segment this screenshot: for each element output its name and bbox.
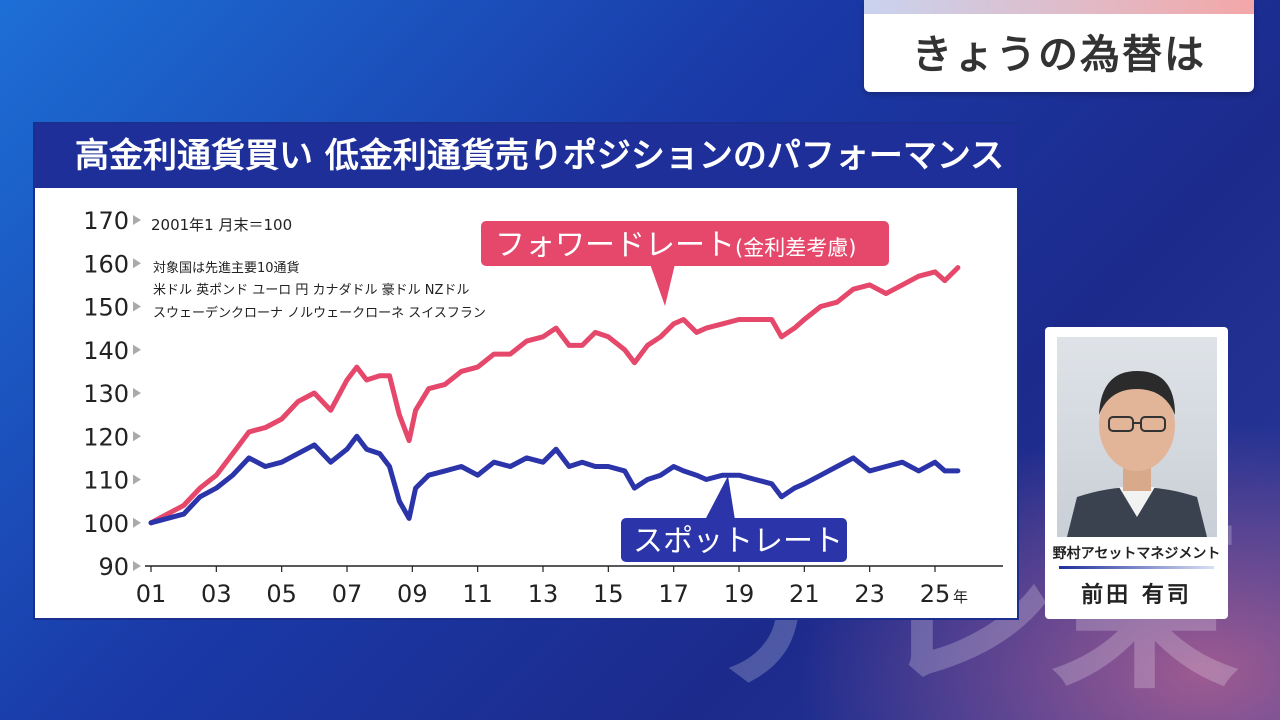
corner-title: きょうの為替は — [912, 32, 1206, 78]
x-tick-label: 01 — [136, 580, 167, 608]
y-tick-label: 160 — [83, 250, 129, 278]
spot-label: スポットレート — [621, 476, 847, 562]
x-tick-label: 15 — [593, 580, 624, 608]
y-tick-arrow-icon — [133, 301, 141, 312]
universe-note: 対象国は先進主要10通貨 — [153, 260, 300, 276]
y-tick-arrow-icon — [133, 561, 141, 571]
x-tick-label: 25 — [920, 580, 951, 608]
spot-rate-line — [148, 433, 961, 526]
x-axis-unit: 年 — [953, 588, 968, 606]
x-tick-label: 21 — [789, 580, 820, 608]
y-tick-arrow-icon — [133, 215, 141, 225]
y-tick-label: 90 — [98, 553, 129, 581]
x-tick-label: 19 — [724, 580, 755, 608]
x-tick-label: 13 — [528, 580, 559, 608]
y-tick-label: 110 — [83, 467, 129, 495]
currencies-note-2: スウェーデンクローナ ノルウェークローネ スイスフラン — [153, 305, 486, 321]
x-tick-label: 07 — [332, 580, 363, 608]
x-tick-label: 05 — [266, 580, 297, 608]
x-tick-label: 11 — [462, 580, 493, 608]
y-tick-arrow-icon — [133, 344, 141, 355]
y-tick-arrow-icon — [133, 431, 141, 442]
y-tick-label: 100 — [83, 510, 129, 538]
forward-label: フォワードレート(金利差考慮) — [481, 221, 889, 306]
line-chart: 90 100 110 120 130 140 150 160 170 01 03 05 07 09 11 13… — [83, 207, 1003, 608]
base-note: 2001年1 月末＝100 — [151, 216, 292, 234]
chart-panel: 高金利通貨買い 低金利通貨売りポジションのパフォーマンス 90 100 110 120… — [33, 122, 1019, 620]
forward-label-text: フォワードレート(金利差考慮) — [495, 228, 856, 263]
y-tick-label: 120 — [83, 423, 129, 451]
currencies-note-1: 米ドル 英ポンド ユーロ 円 カナダドル 豪ドル NZドル — [153, 282, 469, 298]
x-tick-label: 03 — [201, 580, 232, 608]
y-tick-label: 170 — [83, 207, 129, 235]
person-silhouette-icon — [1067, 371, 1207, 537]
y-tick-label: 140 — [83, 337, 129, 365]
company-underline — [1059, 566, 1214, 569]
guest-company: 野村アセットマネジメント — [1052, 546, 1221, 562]
y-tick-arrow-icon — [133, 474, 141, 485]
y-tick-label: 130 — [83, 380, 129, 408]
guest-photo — [1057, 337, 1217, 537]
y-tick-label: 150 — [83, 294, 129, 322]
x-tick-label: 17 — [658, 580, 689, 608]
y-tick-arrow-icon — [133, 517, 141, 528]
corner-title-box: きょうの為替は — [864, 0, 1254, 92]
y-tick-arrow-icon — [133, 258, 141, 269]
guest-profile-card: 野村アセットマネジメント 前田 有司 — [1045, 327, 1228, 619]
x-tick-label: 23 — [854, 580, 885, 608]
guest-name: 前田 有司 — [1081, 583, 1192, 608]
x-tick-label: 09 — [397, 580, 428, 608]
chart-title: 高金利通貨買い 低金利通貨売りポジションのパフォーマンス — [35, 124, 1017, 188]
title-accent-bar — [864, 0, 1254, 14]
forward-rate-line — [148, 265, 961, 526]
y-tick-arrow-icon — [133, 388, 141, 398]
spot-label-text: スポットレート — [633, 524, 843, 559]
